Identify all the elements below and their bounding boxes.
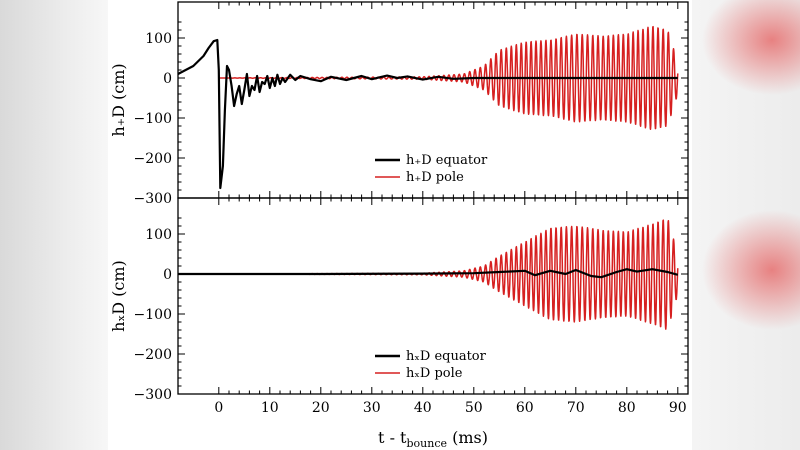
y-tick-label: −200 <box>134 151 172 167</box>
x-tick-label: 50 <box>465 400 483 416</box>
bottom-ylabel: hₓD (cm) <box>109 260 128 332</box>
bottom-legend-pole-label: hₓD pole <box>406 366 463 381</box>
top-legend-equator-label: h₊D equator <box>406 153 488 168</box>
x-axis-label: t - tbounce (ms) <box>378 428 488 450</box>
bottom-legend: hₓD equator hₓD pole <box>375 349 487 381</box>
x-tick-label: 70 <box>567 400 585 416</box>
top-equator-line <box>178 38 678 190</box>
right-blurred-margin <box>692 0 800 450</box>
y-tick-label: 0 <box>163 71 172 87</box>
top-legend: h₊D equator h₊D pole <box>375 153 488 185</box>
top-pole-line <box>218 25 679 130</box>
bot-equator-line <box>178 268 679 279</box>
x-tick-label: 0 <box>214 400 223 416</box>
left-blurred-margin <box>0 0 108 450</box>
y-tick-label: 100 <box>145 31 172 47</box>
x-tick-label: 30 <box>363 400 381 416</box>
bottom-equator-series <box>178 268 679 279</box>
x-tick-label: 80 <box>618 400 636 416</box>
y-tick-label: −200 <box>134 347 172 363</box>
bottom-ticks: −300 −200 −100 0 100 0 10 20 30 40 50 60 70 80 90 <box>134 198 688 416</box>
y-tick-label: −300 <box>134 387 172 403</box>
x-tick-label: 10 <box>261 400 279 416</box>
top-legend-pole-label: h₊D pole <box>406 170 464 185</box>
y-tick-label: 100 <box>145 227 172 243</box>
top-equator-series <box>178 38 678 190</box>
y-tick-label: −300 <box>134 191 172 207</box>
bottom-legend-equator-label: hₓD equator <box>406 349 487 364</box>
top-pole-series <box>218 25 679 130</box>
x-tick-label: 40 <box>414 400 432 416</box>
top-panel: −300 −200 −100 0 100 h₊D (cm) h₊D equator h₊… <box>109 1 689 207</box>
bottom-axes-frame <box>177 197 689 395</box>
x-tick-label: 60 <box>516 400 534 416</box>
x-tick-label: 20 <box>312 400 330 416</box>
y-tick-label: 0 <box>163 267 172 283</box>
y-tick-label: −100 <box>134 111 172 127</box>
y-tick-label: −100 <box>134 307 172 323</box>
top-ticks: −300 −200 −100 0 100 <box>134 2 688 207</box>
top-ylabel: h₊D (cm) <box>109 63 128 136</box>
x-tick-label: 90 <box>669 400 687 416</box>
bottom-panel: −300 −200 −100 0 100 0 10 20 30 40 50 60 70 80 90 hₓD … <box>109 197 689 450</box>
